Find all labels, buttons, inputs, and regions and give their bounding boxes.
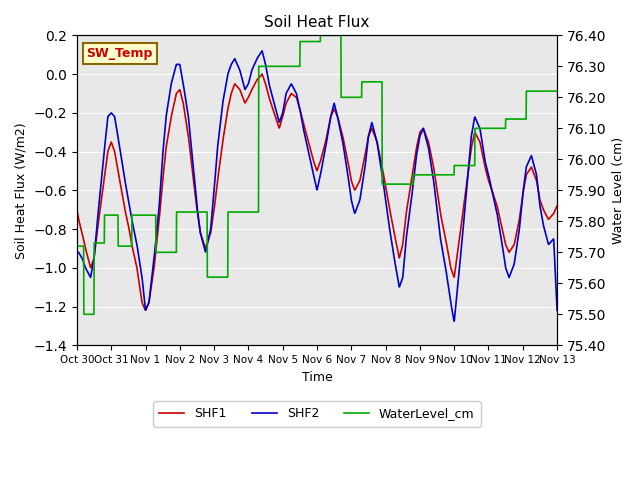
SHF1 [540, 207, 547, 213]
Y-axis label: Soil Heat Flux (W/m2): Soil Heat Flux (W/m2) [15, 122, 28, 259]
Y-axis label: Water Level (cm): Water Level (cm) [612, 137, 625, 244]
WaterLevel_cm [317, 33, 324, 38]
Title: Soil Heat Flux: Soil Heat Flux [264, 15, 370, 30]
SHF1 [97, 197, 105, 203]
SHF1 [540, 207, 547, 213]
SHF2 [553, 308, 561, 313]
WaterLevel_cm [540, 88, 547, 94]
SHF1 [259, 71, 266, 77]
WaterLevel_cm [452, 163, 460, 168]
WaterLevel_cm [98, 240, 106, 246]
SHF1 [553, 203, 561, 209]
SHF2 [450, 318, 458, 324]
WaterLevel_cm [307, 39, 314, 45]
X-axis label: Time: Time [301, 371, 332, 384]
Line: WaterLevel_cm: WaterLevel_cm [77, 36, 557, 314]
SHF2 [73, 250, 81, 255]
Line: SHF2: SHF2 [77, 51, 557, 321]
Legend: SHF1, SHF2, WaterLevel_cm: SHF1, SHF2, WaterLevel_cm [153, 401, 481, 427]
SHF1 [142, 307, 150, 313]
Text: SW_Temp: SW_Temp [86, 47, 153, 60]
SHF2 [294, 97, 301, 103]
WaterLevel_cm [80, 312, 88, 317]
WaterLevel_cm [294, 63, 301, 69]
SHF2 [540, 222, 547, 228]
SHF2 [97, 177, 105, 182]
SHF1 [307, 148, 315, 154]
WaterLevel_cm [553, 88, 561, 94]
SHF1 [294, 100, 302, 106]
SHF2 [307, 159, 314, 165]
Line: SHF1: SHF1 [77, 74, 557, 310]
SHF2 [452, 306, 460, 312]
SHF2 [540, 223, 547, 229]
WaterLevel_cm [73, 243, 81, 249]
SHF2 [259, 48, 266, 54]
SHF1 [452, 265, 460, 271]
WaterLevel_cm [540, 88, 547, 94]
SHF1 [73, 207, 81, 213]
